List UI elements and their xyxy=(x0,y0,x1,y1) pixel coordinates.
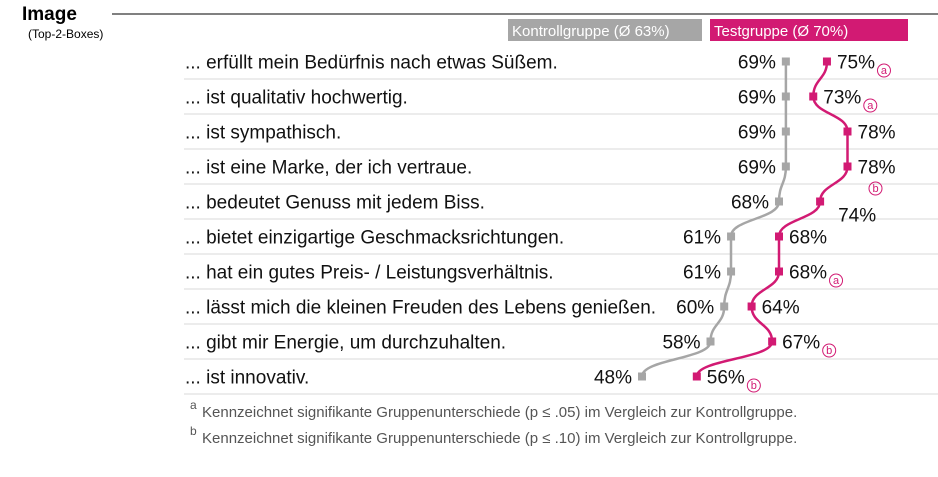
control-point xyxy=(775,197,783,206)
row-label: ... ist innovativ. xyxy=(185,368,309,389)
control-line xyxy=(640,61,788,377)
significance-marker: b xyxy=(751,380,757,392)
control-value-label: 69% xyxy=(738,88,776,109)
row-label: ... ist qualitativ hochwertig. xyxy=(185,88,408,109)
control-point xyxy=(638,372,646,381)
control-value-label: 61% xyxy=(683,263,721,284)
test-value-label: 68% xyxy=(789,228,827,249)
row-label: ... lässt mich die kleinen Freuden des L… xyxy=(185,298,656,319)
test-line xyxy=(695,61,849,377)
legend-test-label: Testgruppe (Ø 70%) xyxy=(714,23,848,40)
row-label: ... bietet einzigartige Geschmacksrichtu… xyxy=(185,228,564,249)
control-value-label: 69% xyxy=(738,158,776,179)
test-point xyxy=(768,337,777,346)
test-point xyxy=(692,372,701,381)
significance-badge xyxy=(829,273,844,288)
test-point xyxy=(775,267,783,276)
chart-subtitle: (Top-2-Boxes) xyxy=(28,27,103,41)
significance-badge xyxy=(822,343,837,358)
significance-marker: b xyxy=(872,183,878,195)
legend-test-swatch xyxy=(710,19,908,41)
test-point xyxy=(747,302,756,311)
control-point xyxy=(727,267,736,276)
chart-title: Image xyxy=(22,4,77,25)
test-point xyxy=(775,232,783,241)
test-point xyxy=(822,57,831,66)
control-value-label: 69% xyxy=(738,53,776,74)
control-value-label: 61% xyxy=(683,228,721,249)
significance-badge xyxy=(746,378,761,393)
rows: ... erfüllt mein Bedürfnis nach etwas Sü… xyxy=(184,53,938,395)
test-point xyxy=(809,92,818,101)
row-label: ... gibt mir Energie, um durchzuhalten. xyxy=(185,333,506,354)
row-label: ... hat ein gutes Preis- / Leistungsverh… xyxy=(185,263,554,284)
row-label: ... ist sympathisch. xyxy=(185,123,341,144)
control-point xyxy=(781,127,790,136)
control-point xyxy=(781,92,790,101)
legend-control-swatch xyxy=(508,19,702,41)
control-value-label: 60% xyxy=(676,298,714,319)
control-point xyxy=(781,162,790,171)
control-value-label: 69% xyxy=(738,123,776,144)
footnote-b-text: Kennzeichnet signifikante Gruppenuntersc… xyxy=(202,430,797,447)
footnote-a-text: Kennzeichnet signifikante Gruppenuntersc… xyxy=(202,404,797,421)
test-value-label: 75% xyxy=(837,53,875,74)
control-value-label: 68% xyxy=(731,193,769,214)
row-label: ... bedeutet Genuss mit jedem Biss. xyxy=(185,193,485,214)
test-value-label: 68% xyxy=(789,263,827,284)
test-value-label: 64% xyxy=(762,298,800,319)
test-value-label: 74% xyxy=(838,206,876,227)
row-label: ... ist eine Marke, der ich vertraue. xyxy=(185,158,472,179)
significance-marker: a xyxy=(867,100,874,112)
control-value-label: 48% xyxy=(594,368,632,389)
test-value-label: 73% xyxy=(823,88,861,109)
footnote-a-marker: a xyxy=(190,398,197,412)
marks: 69% 75% a 69% 73% a 69% 78% 69% 78% b 68% 74% 61% 68% 6… xyxy=(594,53,896,393)
control-point xyxy=(706,337,715,346)
significance-marker: b xyxy=(826,345,832,357)
significance-badge xyxy=(863,98,878,113)
significance-badge xyxy=(868,181,883,196)
control-point xyxy=(727,232,736,241)
test-point xyxy=(843,162,852,171)
significance-badge xyxy=(876,63,891,78)
test-value-label: 56% xyxy=(707,368,745,389)
control-point xyxy=(720,302,729,311)
test-value-label: 67% xyxy=(782,333,820,354)
test-point xyxy=(816,197,825,206)
test-point xyxy=(843,127,852,136)
footnote-b-marker: b xyxy=(190,424,197,438)
test-value-label: 78% xyxy=(858,123,896,144)
control-value-label: 58% xyxy=(662,333,700,354)
significance-marker: a xyxy=(881,65,888,77)
legend-control-label: Kontrollgruppe (Ø 63%) xyxy=(512,23,670,40)
significance-marker: a xyxy=(833,275,840,287)
test-value-label: 78% xyxy=(858,158,896,179)
control-point xyxy=(781,57,790,66)
row-label: ... erfüllt mein Bedürfnis nach etwas Sü… xyxy=(185,53,558,74)
